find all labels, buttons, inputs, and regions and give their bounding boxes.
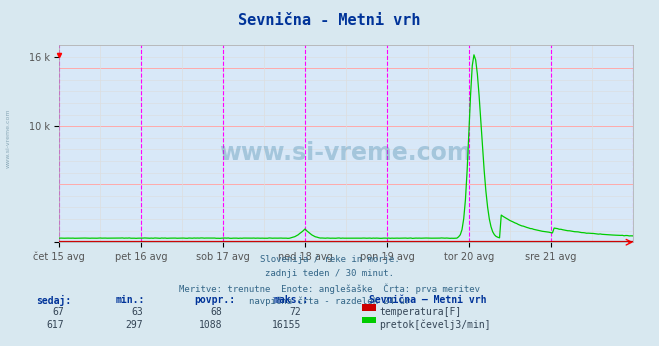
Text: navpična črta - razdelek 24 ur: navpična črta - razdelek 24 ur [249, 297, 410, 306]
Text: Meritve: trenutne  Enote: anglešaške  Črta: prva meritev: Meritve: trenutne Enote: anglešaške Črta… [179, 283, 480, 293]
Text: Sevnična – Metni vrh: Sevnična – Metni vrh [369, 295, 486, 305]
Text: pretok[čevelj3/min]: pretok[čevelj3/min] [380, 319, 491, 329]
Text: 72: 72 [289, 307, 301, 317]
Text: 617: 617 [46, 320, 64, 330]
Bar [362, 317, 376, 323]
Text: 16155: 16155 [272, 320, 301, 330]
Text: temperatura[F]: temperatura[F] [380, 307, 462, 317]
Text: zadnji teden / 30 minut.: zadnji teden / 30 minut. [265, 269, 394, 278]
Text: www.si-vreme.com: www.si-vreme.com [219, 142, 473, 165]
Text: Slovenija / reke in morje.: Slovenija / reke in morje. [260, 255, 399, 264]
Bar [362, 304, 376, 311]
Text: maks.:: maks.: [273, 295, 308, 305]
Text: povpr.:: povpr.: [194, 295, 235, 305]
Text: 63: 63 [131, 307, 143, 317]
Text: 297: 297 [125, 320, 143, 330]
Text: Sevnična - Metni vrh: Sevnična - Metni vrh [239, 13, 420, 28]
Text: 67: 67 [52, 307, 64, 317]
Text: www.si-vreme.com: www.si-vreme.com [5, 109, 11, 168]
Text: sedaj:: sedaj: [36, 295, 71, 306]
Text: min.:: min.: [115, 295, 145, 305]
Text: 1088: 1088 [198, 320, 222, 330]
Text: 68: 68 [210, 307, 222, 317]
